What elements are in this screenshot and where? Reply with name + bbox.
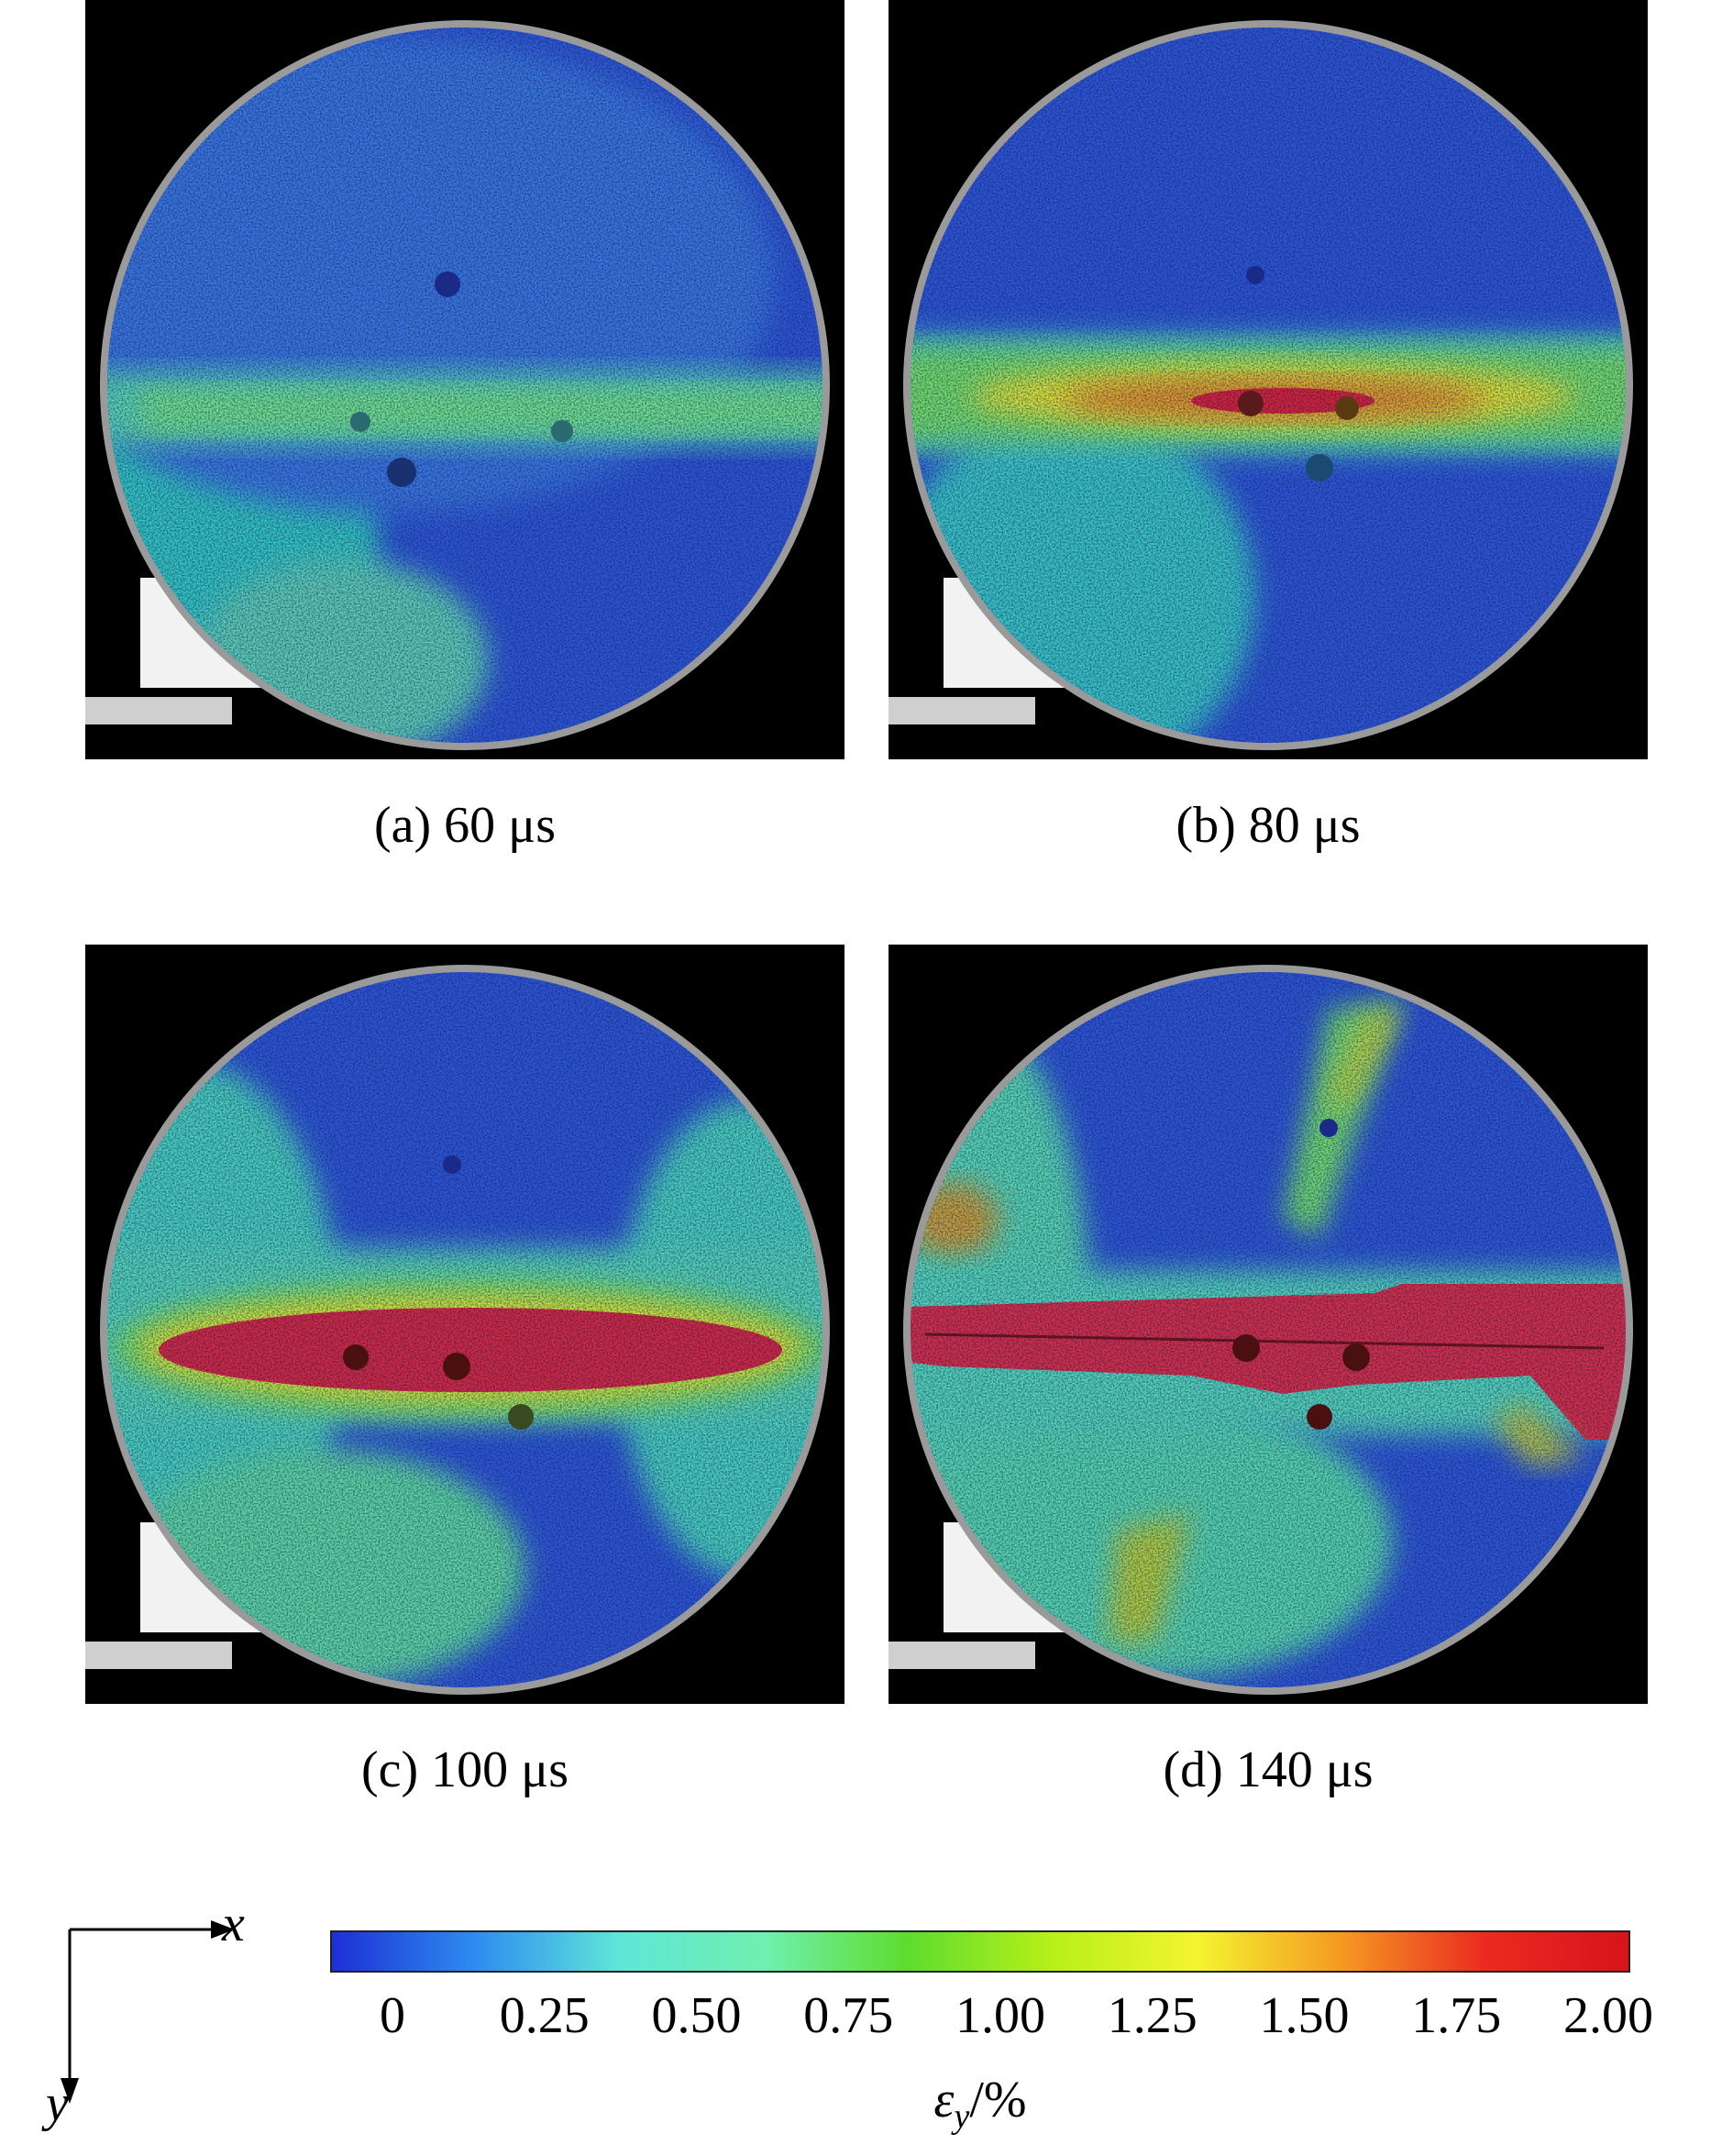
strain-field-panel-d [889, 945, 1648, 1704]
colorbar-label: εy/% [933, 2071, 1026, 2137]
coordinate-axes [55, 1907, 275, 2137]
colorbar-tick-label: 1.75 [1411, 1987, 1502, 2044]
strain-image-140us [889, 965, 1633, 1695]
strain-overlay [911, 972, 1626, 1687]
colorbar-tick-label: 1.50 [1259, 1987, 1350, 2044]
support-plate [85, 1642, 232, 1669]
strain-field-panel-b [889, 0, 1648, 759]
support-plate [85, 697, 232, 724]
strain-subscript: y [954, 2097, 970, 2136]
colorbar-tick-label: 1.00 [955, 1987, 1045, 2044]
colorbar-tick-label: 0.75 [803, 1987, 894, 2044]
strain-colorbar [330, 1930, 1630, 1973]
x-arrowhead [211, 1920, 235, 1939]
colorbar-tick-label: 0.50 [651, 1987, 742, 2044]
panel-caption-d: (d) 140 μs [1163, 1741, 1374, 1798]
strain-image-80us [889, 20, 1633, 750]
colorbar-tick-label: 0.25 [499, 1987, 590, 2044]
panel-caption-c: (c) 100 μs [361, 1741, 568, 1798]
strain-symbol: ε [933, 2072, 955, 2128]
y-arrowhead [61, 2078, 79, 2104]
colorbar-tick-label: 2.00 [1563, 1987, 1653, 2044]
support-plate [889, 697, 1035, 724]
strain-image-60us [85, 20, 830, 750]
colorbar-tick-label: 0 [380, 1987, 405, 2044]
support-plate [889, 1642, 1035, 1669]
panel-caption-b: (b) 80 μs [1176, 797, 1361, 854]
colorbar-tick-label: 1.25 [1107, 1987, 1198, 2044]
strain-unit: /% [969, 2072, 1027, 2128]
y-axis-label: y [46, 2075, 69, 2132]
strain-overlay [107, 972, 822, 1687]
strain-overlay [911, 28, 1626, 743]
strain-field-panel-c [85, 945, 844, 1704]
strain-overlay [107, 28, 822, 743]
strain-image-100us [85, 965, 830, 1695]
strain-field-panel-a [85, 0, 844, 759]
panel-caption-a: (a) 60 μs [374, 797, 556, 854]
x-axis-label: x [222, 1896, 245, 1952]
